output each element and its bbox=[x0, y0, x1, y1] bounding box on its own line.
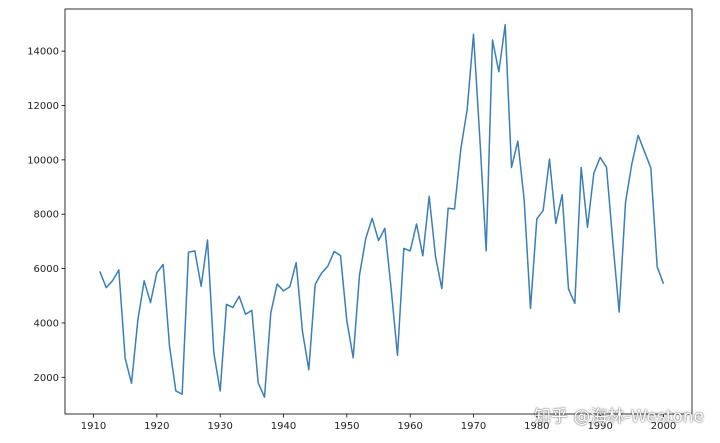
axes-frame bbox=[64, 8, 693, 415]
y-tick-label: 10000 bbox=[27, 155, 59, 166]
watermark: 知乎 @海林-Westone bbox=[534, 407, 704, 427]
y-tick-label: 12000 bbox=[27, 101, 59, 112]
series-line-0 bbox=[99, 24, 665, 398]
x-tick-label: 1930 bbox=[207, 421, 232, 432]
x-tick-label: 1990 bbox=[587, 421, 612, 432]
x-tick-label: 1910 bbox=[81, 421, 106, 432]
x-tick-label: 1970 bbox=[461, 421, 486, 432]
plot-area bbox=[65, 9, 692, 414]
y-tick-label: 4000 bbox=[34, 318, 59, 329]
y-tick-label: 8000 bbox=[34, 210, 59, 221]
x-tick-label: 1980 bbox=[524, 421, 549, 432]
y-axis-ticks: 2000 4000 6000 8000 10000 12000 14000 bbox=[27, 47, 65, 384]
y-tick-label: 14000 bbox=[27, 47, 59, 58]
x-tick-label: 1920 bbox=[144, 421, 169, 432]
x-tick-label: 1960 bbox=[397, 421, 422, 432]
series-layer bbox=[99, 24, 665, 398]
x-tick-label: 1940 bbox=[271, 421, 296, 432]
y-tick-label: 2000 bbox=[34, 373, 59, 384]
y-tick-label: 6000 bbox=[34, 264, 59, 275]
x-tick-label: 1950 bbox=[334, 421, 359, 432]
x-axis-ticks: 1910 1920 1930 1940 1950 1960 1970 1980 1990 2000 bbox=[81, 414, 676, 432]
x-tick-label: 2000 bbox=[651, 421, 676, 432]
